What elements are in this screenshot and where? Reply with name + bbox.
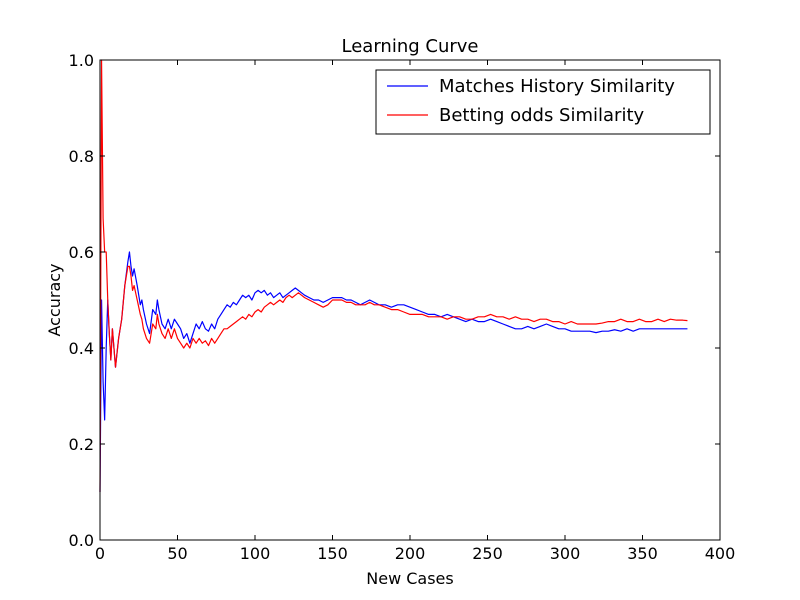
x-tick-label: 100: [240, 544, 271, 563]
legend-label-matches-history: Matches History Similarity: [439, 76, 675, 97]
x-tick-label: 300: [550, 544, 581, 563]
legend-box: [375, 69, 711, 135]
chart-title: Learning Curve: [342, 36, 479, 57]
x-tick-label: 350: [627, 544, 658, 563]
plot-lines: [99, 59, 688, 493]
x-tick-label: 200: [395, 544, 426, 563]
x-tick-label: 50: [167, 544, 187, 563]
y-tick-label: 0.2: [69, 435, 94, 454]
y-tick-label: 0.0: [69, 531, 94, 550]
legend: Matches History Similarity Betting odds …: [375, 69, 711, 135]
x-axis-label: New Cases: [366, 569, 453, 588]
axis-ticks: 0 50 100 150 200 250 300 350 400 0.0 0.2 0.4 0.6 0.8 1…: [69, 51, 736, 563]
series-line-matches-history: [99, 251, 688, 493]
y-tick-label: 0.6: [69, 243, 94, 262]
y-tick-label: 1.0: [69, 51, 94, 70]
y-tick-label: 0.8: [69, 147, 94, 166]
legend-label-betting-odds: Betting odds Similarity: [439, 105, 645, 126]
x-tick-label: 400: [705, 544, 736, 563]
x-tick-label: 150: [317, 544, 348, 563]
y-axis-label: Accuracy: [45, 263, 64, 336]
x-tick-label: 0: [95, 544, 105, 563]
x-tick-label: 250: [472, 544, 503, 563]
series-line-betting-odds: [99, 59, 688, 493]
y-tick-label: 0.4: [69, 339, 94, 358]
